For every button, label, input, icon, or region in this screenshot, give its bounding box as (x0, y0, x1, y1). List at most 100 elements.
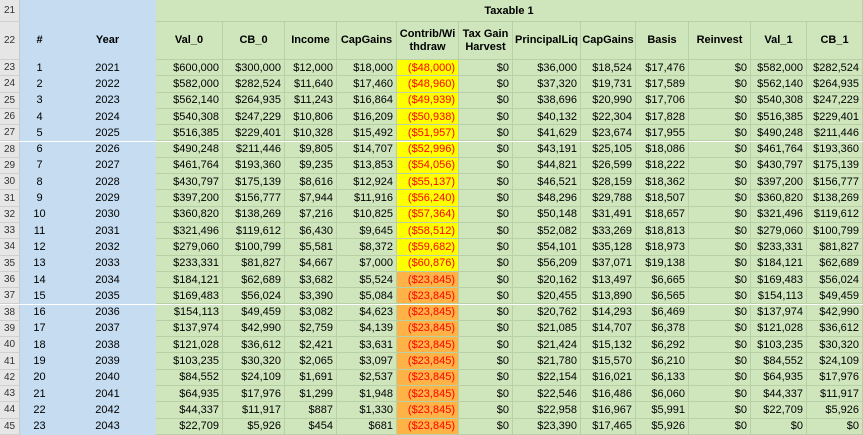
basis-cell[interactable]: $5,991 (636, 402, 689, 419)
income-cell[interactable]: $1,691 (285, 369, 337, 386)
cb1-cell[interactable]: $17,976 (807, 369, 863, 386)
row-number-cell[interactable]: 7 (20, 157, 60, 175)
reinvest-cell[interactable]: $0 (689, 353, 751, 370)
tax-gain-harvest-cell[interactable]: $0 (459, 190, 513, 207)
contrib-withdraw-cell[interactable]: ($23,845) (397, 369, 459, 386)
tax-gain-harvest-cell[interactable]: $0 (459, 386, 513, 403)
cb1-cell[interactable]: $24,109 (807, 353, 863, 370)
capgains2-cell[interactable]: $16,486 (581, 386, 636, 403)
basis-cell[interactable]: $17,828 (636, 108, 689, 126)
cb0-cell[interactable]: $81,827 (223, 255, 285, 272)
capgains2-cell[interactable]: $15,570 (581, 353, 636, 370)
principal-liq-cell[interactable]: $41,629 (513, 125, 581, 142)
capgains2-cell[interactable]: $15,132 (581, 337, 636, 354)
capgains-cell[interactable]: $12,924 (337, 174, 397, 191)
capgains-cell[interactable]: $3,097 (337, 353, 397, 370)
row-number-cell[interactable]: 22 (20, 402, 60, 419)
tax-gain-harvest-cell[interactable]: $0 (459, 60, 513, 77)
tax-gain-harvest-cell[interactable]: $0 (459, 369, 513, 386)
val1-cell[interactable]: $103,235 (751, 337, 807, 354)
reinvest-cell[interactable]: $0 (689, 92, 751, 109)
year-cell[interactable]: 2032 (60, 239, 156, 256)
cb0-cell[interactable]: $156,777 (223, 190, 285, 207)
row-header[interactable]: 22 (0, 22, 20, 60)
cb0-cell[interactable]: $282,524 (223, 76, 285, 93)
basis-cell[interactable]: $17,476 (636, 60, 689, 77)
year-cell[interactable]: 2028 (60, 174, 156, 191)
cb1-cell[interactable]: $156,777 (807, 174, 863, 191)
cb1-cell[interactable]: $5,926 (807, 402, 863, 419)
basis-cell[interactable]: $18,086 (636, 141, 689, 158)
tax-gain-harvest-cell[interactable]: $0 (459, 92, 513, 109)
tax-gain-harvest-cell[interactable]: $0 (459, 288, 513, 305)
val1-cell[interactable]: $562,140 (751, 76, 807, 93)
val1-cell[interactable]: $582,000 (751, 60, 807, 77)
cb0-cell[interactable]: $264,935 (223, 92, 285, 109)
row-header[interactable]: 24 (0, 76, 20, 93)
row-number-cell[interactable]: 4 (20, 108, 60, 126)
row-header[interactable]: 45 (0, 418, 20, 435)
row-header[interactable]: 31 (0, 190, 20, 207)
reinvest-cell[interactable]: $0 (689, 125, 751, 142)
capgains2-cell[interactable]: $31,491 (581, 206, 636, 223)
year-cell[interactable]: 2021 (60, 60, 156, 77)
contrib-withdraw-cell[interactable]: ($60,876) (397, 255, 459, 272)
tax-gain-harvest-cell[interactable]: $0 (459, 174, 513, 191)
principal-liq-cell[interactable]: $43,191 (513, 141, 581, 158)
val1-cell[interactable]: $461,764 (751, 141, 807, 158)
year-cell[interactable]: 2038 (60, 337, 156, 354)
principal-liq-cell[interactable]: $20,762 (513, 304, 581, 321)
cb0-cell[interactable]: $56,024 (223, 288, 285, 305)
row-header[interactable]: 28 (0, 141, 20, 158)
row-header[interactable]: 44 (0, 402, 20, 419)
capgains2-cell[interactable]: $20,990 (581, 92, 636, 109)
income-cell[interactable]: $4,667 (285, 255, 337, 272)
cb1-cell[interactable]: $138,269 (807, 190, 863, 207)
reinvest-cell[interactable]: $0 (689, 108, 751, 126)
cb1-cell[interactable]: $36,612 (807, 320, 863, 338)
capgains-cell[interactable]: $4,139 (337, 320, 397, 338)
row-header[interactable]: 34 (0, 239, 20, 256)
cb1-cell[interactable]: $282,524 (807, 60, 863, 77)
basis-cell[interactable]: $18,973 (636, 239, 689, 256)
capgains2-cell[interactable]: $13,890 (581, 288, 636, 305)
income-cell[interactable]: $11,640 (285, 76, 337, 93)
val1-cell[interactable]: $233,331 (751, 239, 807, 256)
tax-gain-harvest-cell[interactable]: $0 (459, 125, 513, 142)
year-cell[interactable]: 2037 (60, 320, 156, 338)
section-title[interactable]: Taxable 1 (156, 0, 863, 22)
income-cell[interactable]: $2,065 (285, 353, 337, 370)
capgains2-cell[interactable]: $16,021 (581, 369, 636, 386)
capgains-cell[interactable]: $2,537 (337, 369, 397, 386)
tax-gain-harvest-cell[interactable]: $0 (459, 304, 513, 321)
capgains2-cell[interactable]: $23,674 (581, 125, 636, 142)
column-header[interactable]: Year (60, 22, 156, 60)
row-number-cell[interactable]: 9 (20, 190, 60, 207)
year-cell[interactable]: 2033 (60, 255, 156, 272)
principal-liq-cell[interactable]: $22,154 (513, 369, 581, 386)
val1-cell[interactable]: $490,248 (751, 125, 807, 142)
val0-cell[interactable]: $582,000 (156, 76, 223, 93)
val1-cell[interactable]: $184,121 (751, 255, 807, 272)
capgains2-cell[interactable]: $19,731 (581, 76, 636, 93)
cb1-cell[interactable]: $211,446 (807, 125, 863, 142)
capgains2-cell[interactable]: $17,465 (581, 418, 636, 435)
tax-gain-harvest-cell[interactable]: $0 (459, 353, 513, 370)
tax-gain-harvest-cell[interactable]: $0 (459, 337, 513, 354)
val0-cell[interactable]: $233,331 (156, 255, 223, 272)
basis-cell[interactable]: $18,222 (636, 157, 689, 175)
val0-cell[interactable]: $169,483 (156, 288, 223, 305)
cb0-cell[interactable]: $175,139 (223, 174, 285, 191)
cb1-cell[interactable]: $175,139 (807, 157, 863, 175)
val1-cell[interactable]: $540,308 (751, 92, 807, 109)
principal-liq-cell[interactable]: $48,296 (513, 190, 581, 207)
capgains-cell[interactable]: $17,460 (337, 76, 397, 93)
cb1-cell[interactable]: $81,827 (807, 239, 863, 256)
basis-cell[interactable]: $17,955 (636, 125, 689, 142)
blue-band-cell[interactable] (20, 0, 156, 22)
val1-cell[interactable]: $0 (751, 418, 807, 435)
val0-cell[interactable]: $154,113 (156, 304, 223, 321)
capgains2-cell[interactable]: $37,071 (581, 255, 636, 272)
row-number-cell[interactable]: 12 (20, 239, 60, 256)
capgains2-cell[interactable]: $28,159 (581, 174, 636, 191)
